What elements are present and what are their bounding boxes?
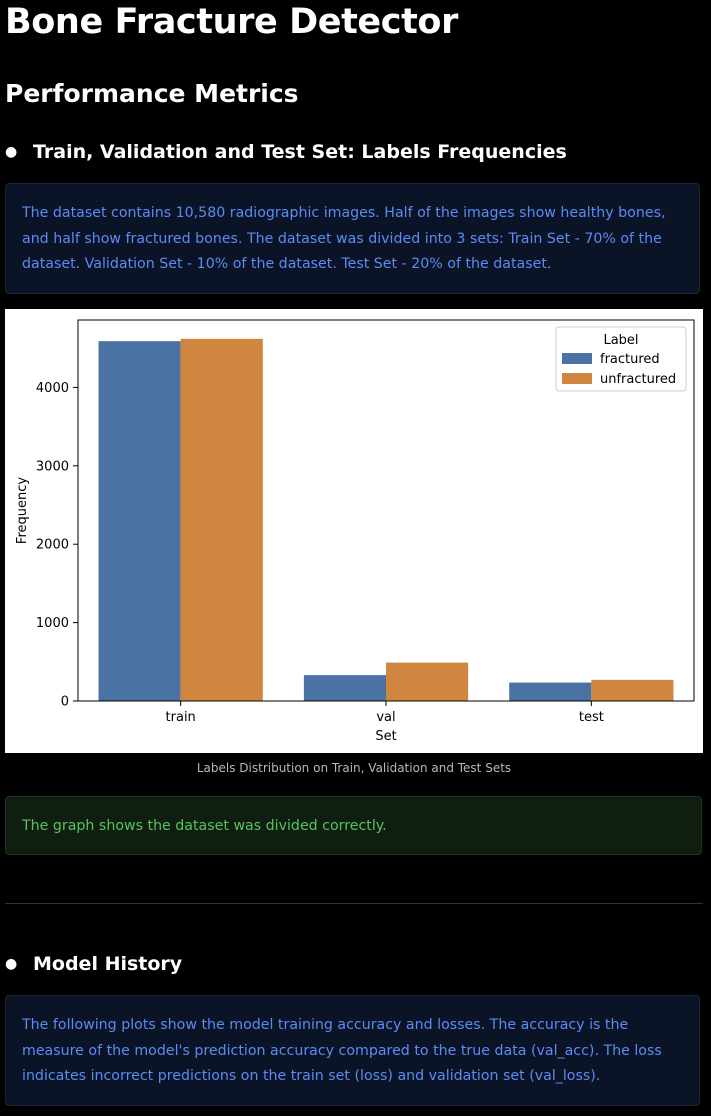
page-title: Bone Fracture Detector: [5, 2, 458, 42]
x-tick-label: test: [579, 710, 604, 725]
bullet-icon: ●: [5, 956, 18, 972]
bar-fractured-train: [98, 341, 181, 701]
plot-frame: [77, 319, 695, 702]
y-tick-label: 0: [61, 695, 69, 710]
success-message: The graph shows the dataset was divided …: [5, 796, 702, 855]
section-title: Performance Metrics: [5, 79, 299, 108]
labels-distribution-chart: train val test 0 1000 2000 3000 4000 Set Frequenc…: [5, 309, 703, 753]
x-tick-label: train: [166, 710, 196, 725]
section-divider: [5, 903, 703, 904]
y-tick-label: 4000: [36, 381, 69, 396]
y-tick-label: 3000: [36, 459, 69, 474]
bar-fractured-test: [509, 682, 592, 701]
bar-unfractured-train: [180, 338, 263, 701]
x-tick-label: val: [376, 710, 395, 725]
bullet-icon: ●: [5, 144, 18, 160]
y-axis-label: Frequency: [15, 477, 30, 544]
labels-frequencies-heading: ● Train, Validation and Test Set: Labels…: [5, 141, 567, 163]
dataset-info-box: The dataset contains 10,580 radiographic…: [5, 183, 700, 294]
legend-swatch-unfractured: [562, 373, 592, 384]
bar-fractured-val: [303, 675, 386, 701]
model-history-info-text: The following plots show the model train…: [22, 1017, 662, 1084]
model-history-heading-text: Model History: [33, 953, 183, 975]
bar-unfractured-val: [386, 662, 469, 701]
labels-frequencies-heading-text: Train, Validation and Test Set: Labels F…: [33, 141, 567, 163]
dataset-info-text: The dataset contains 10,580 radiographic…: [22, 205, 666, 272]
y-tick-label: 2000: [36, 538, 69, 553]
bar-unfractured-test: [591, 679, 674, 701]
legend-label-fractured: fractured: [600, 352, 660, 367]
chart-svg: train val test 0 1000 2000 3000 4000 Set Frequenc…: [15, 319, 695, 744]
x-axis-label: Set: [375, 729, 396, 744]
model-history-heading: ● Model History: [5, 953, 182, 975]
model-history-info-box: The following plots show the model train…: [5, 995, 700, 1106]
y-tick-label: 1000: [36, 616, 69, 631]
legend-label-unfractured: unfractured: [600, 372, 676, 387]
success-text: The graph shows the dataset was divided …: [22, 817, 387, 834]
legend-title: Label: [603, 333, 638, 348]
legend-swatch-fractured: [562, 353, 592, 364]
chart-caption: Labels Distribution on Train, Validation…: [196, 761, 512, 775]
